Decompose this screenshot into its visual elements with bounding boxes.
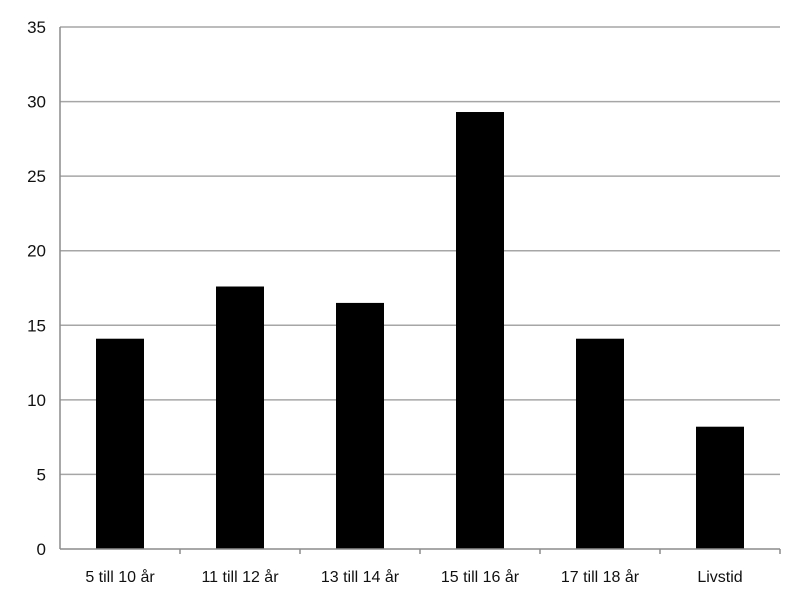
y-tick-label: 25 — [27, 167, 46, 186]
x-category-label: 15 till 16 år — [441, 568, 520, 586]
y-tick-label: 0 — [37, 540, 46, 559]
y-tick-label: 30 — [27, 93, 46, 112]
x-category-label: 5 till 10 år — [85, 568, 155, 586]
axes — [59, 27, 781, 554]
y-tick-label: 5 — [37, 465, 46, 484]
x-axis-category-labels: 5 till 10 år 11 till 12 år 13 till 14 år 15… — [85, 568, 742, 586]
bar-0 — [96, 338, 144, 549]
y-axis-tick-labels: 0 5 10 15 20 25 30 35 — [27, 18, 46, 559]
x-category-label: Livstid — [697, 569, 742, 586]
x-category-label: 13 till 14 år — [321, 568, 400, 586]
bar-4 — [576, 338, 624, 549]
x-category-label: 17 till 18 år — [561, 568, 640, 586]
y-tick-label: 35 — [27, 18, 46, 37]
x-category-label: 11 till 12 år — [201, 568, 279, 586]
gridlines — [60, 26, 780, 476]
bar-1 — [216, 286, 264, 549]
bars — [96, 112, 744, 550]
y-tick-label: 15 — [27, 316, 46, 335]
bar-2 — [336, 302, 384, 549]
bar-5 — [696, 426, 744, 549]
y-tick-label: 20 — [27, 242, 46, 261]
y-tick-label: 10 — [27, 391, 46, 410]
bar-3 — [456, 112, 504, 550]
